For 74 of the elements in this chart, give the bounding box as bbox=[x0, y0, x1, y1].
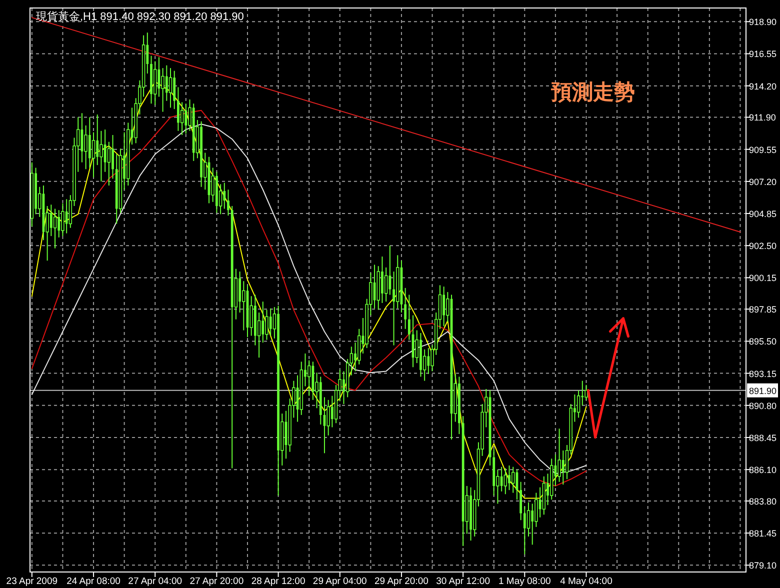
y-tick-label: 881.45 bbox=[749, 528, 777, 539]
candlestick bbox=[107, 141, 111, 186]
candlestick bbox=[526, 502, 530, 537]
candlestick bbox=[223, 182, 226, 210]
candlestick bbox=[508, 464, 510, 491]
candlestick bbox=[427, 348, 430, 374]
candlestick bbox=[168, 68, 172, 108]
candlestick bbox=[53, 208, 57, 249]
y-tick-label: 911.90 bbox=[749, 112, 776, 123]
candlestick bbox=[442, 286, 446, 327]
candlestick bbox=[408, 294, 410, 340]
y-tick-label: 895.50 bbox=[749, 336, 777, 347]
ref-line-label: 891.90 bbox=[749, 386, 777, 396]
candlestick bbox=[307, 360, 311, 396]
candlestick bbox=[92, 132, 96, 178]
candlestick bbox=[88, 116, 91, 168]
candlestick bbox=[388, 245, 392, 296]
x-tick-label: 27 Apr 20:00 bbox=[190, 576, 244, 587]
candlestick bbox=[58, 210, 60, 238]
x-tick-label: 23 Apr 2009 bbox=[6, 576, 58, 587]
candlestick bbox=[562, 450, 564, 486]
candlestick bbox=[269, 308, 272, 336]
y-tick-label: 886.10 bbox=[749, 465, 777, 476]
candlestick bbox=[50, 204, 52, 237]
y-tick-label: 907.20 bbox=[749, 176, 777, 187]
y-tick-label: 890.80 bbox=[749, 400, 777, 411]
candlestick bbox=[262, 301, 264, 344]
candlestick bbox=[104, 129, 106, 172]
candlestick bbox=[558, 428, 561, 482]
y-tick-label: 904.85 bbox=[749, 209, 777, 220]
y-tick-label: 888.45 bbox=[749, 432, 777, 443]
candlestick bbox=[238, 271, 241, 314]
candlestick bbox=[165, 64, 168, 102]
y-tick-label: 879.10 bbox=[749, 560, 777, 571]
candlestick bbox=[184, 103, 188, 134]
candlestick bbox=[523, 506, 526, 555]
candlestick bbox=[180, 102, 184, 136]
candlestick bbox=[65, 198, 68, 234]
candlestick bbox=[384, 266, 388, 302]
annotation: 預測走勢 bbox=[550, 79, 635, 104]
x-tick-label: 4 May 04:00 bbox=[560, 576, 612, 587]
y-tick-label: 883.80 bbox=[749, 496, 777, 506]
x-tick-label: 28 Apr 12:00 bbox=[251, 576, 306, 587]
x-tick-label: 27 Apr 04:00 bbox=[128, 576, 182, 587]
candlestick bbox=[173, 70, 176, 110]
x-tick-label: 1 May 08:00 bbox=[498, 576, 551, 587]
candlestick bbox=[61, 202, 64, 237]
candlestick bbox=[112, 134, 114, 180]
y-tick-label: 914.20 bbox=[749, 81, 777, 92]
y-tick-label: 918.90 bbox=[749, 17, 777, 28]
x-tick-label: 29 Apr 20:00 bbox=[374, 576, 428, 587]
candlestick bbox=[576, 390, 580, 418]
candlestick bbox=[404, 287, 407, 330]
candlestick bbox=[500, 466, 503, 492]
y-tick-label: 897.85 bbox=[749, 304, 777, 315]
x-tick-label: 30 Apr 12:00 bbox=[436, 576, 490, 587]
candlestick bbox=[504, 468, 508, 495]
x-tick-label: 24 Apr 08:00 bbox=[66, 576, 120, 587]
candlestick bbox=[538, 486, 542, 518]
candlestick bbox=[381, 256, 384, 304]
candlestick bbox=[531, 503, 534, 546]
candlestick bbox=[520, 481, 522, 521]
y-tick-label: 916.55 bbox=[749, 49, 777, 60]
y-tick-label: 900.15 bbox=[749, 273, 777, 284]
candlestick bbox=[96, 114, 99, 166]
y-tick-label: 893.15 bbox=[749, 368, 777, 379]
y-tick-label: 909.55 bbox=[749, 144, 777, 155]
candlestick bbox=[177, 86, 180, 132]
chart-title: 現貨黃金,H1 891.40 892.30 891.20 891.90 bbox=[36, 10, 244, 23]
candlestick bbox=[227, 189, 230, 216]
x-tick-label: 29 Apr 04:00 bbox=[312, 576, 367, 587]
candlestick bbox=[392, 271, 395, 346]
y-tick-label: 902.50 bbox=[749, 241, 777, 252]
candlestick bbox=[512, 466, 515, 494]
